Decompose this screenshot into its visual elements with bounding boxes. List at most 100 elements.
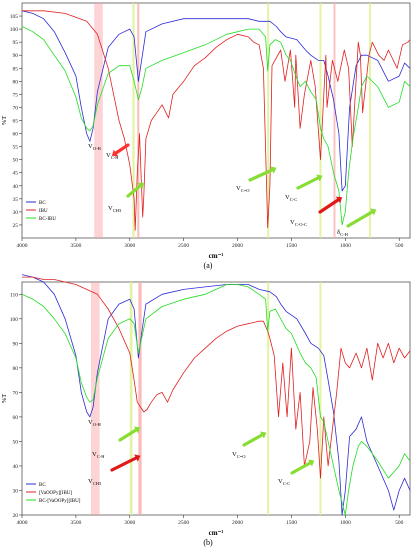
x-tick-label: 500	[395, 243, 404, 249]
x-tick-label: 3000	[124, 243, 135, 249]
annotation-arrowhead	[369, 208, 377, 216]
annotation-arrow	[346, 210, 374, 228]
series-line	[21, 10, 411, 192]
highlight-band	[267, 282, 270, 515]
y-tick-label: 85	[13, 66, 19, 72]
x-tick-label: 2500	[178, 243, 189, 249]
y-tick-label: 90	[13, 53, 19, 59]
y-tick-label: 80	[13, 366, 19, 372]
annotation-label: VCH3	[88, 478, 102, 486]
x-axis-label: cm⁻¹	[209, 529, 224, 537]
annotation-label: VO-H	[88, 143, 101, 151]
annotation-arrow	[118, 428, 138, 442]
x-tick-label: 2000	[232, 520, 243, 526]
series-line	[21, 284, 411, 516]
y-tick-label: 25	[13, 223, 19, 229]
y-tick-label: 20	[13, 513, 19, 519]
highlight-band	[333, 3, 336, 238]
annotation-label: VC-H	[92, 451, 105, 459]
series-line	[21, 274, 411, 516]
annotation-label: VC-C	[278, 478, 290, 486]
annotation-arrow	[248, 168, 274, 182]
annotation-arrow	[296, 176, 320, 190]
x-tick-label: 2500	[178, 520, 189, 526]
y-tick-label: 60	[13, 415, 19, 421]
y-tick-label: 105	[10, 14, 19, 20]
x-tick-label: 2000	[232, 243, 243, 249]
annotation-label: VO-H	[88, 419, 101, 427]
x-tick-label: 3500	[70, 243, 81, 249]
highlight-band	[137, 3, 140, 238]
y-tick-label: 65	[13, 119, 19, 125]
highlight-band	[369, 3, 372, 238]
panel-a: 4000 3500 3000 2500 2000 1500 1000 500 25 30 35 40 4…	[1, 2, 411, 260]
annotation-arrow	[242, 433, 264, 447]
y-tick-label: 30	[13, 210, 19, 216]
annotation-arrowhead	[335, 196, 343, 204]
highlight-band	[267, 3, 270, 238]
panel-b: 4000 3500 3000 2500 2000 1500 1000 500 20 30 40 50 6…	[1, 274, 411, 537]
annotation-label: VC-C	[285, 194, 297, 202]
annotation-arrowhead	[133, 426, 141, 434]
x-tick-label: 1000	[340, 243, 351, 249]
y-tick-label: 55	[13, 145, 19, 151]
y-tick-label: 80	[13, 79, 19, 85]
highlight-band	[319, 282, 322, 515]
highlight-band	[94, 3, 103, 238]
y-tick-label: 60	[13, 132, 19, 138]
annotation-label: VC=O	[236, 185, 250, 193]
y-tick-label: 50	[13, 158, 19, 164]
highlight-band	[319, 3, 322, 238]
x-tick-label: 500	[395, 520, 404, 526]
annotation-arrow	[110, 456, 138, 472]
annotation-label: δC-H	[337, 229, 349, 237]
y-tick-label: 70	[13, 105, 19, 111]
annotation-arrowhead	[308, 459, 315, 467]
x-tick-label: 4000	[17, 520, 28, 526]
x-tick-label: 3000	[124, 520, 135, 526]
y-tick-label: 35	[13, 197, 19, 203]
legend-label: BC	[39, 201, 46, 206]
annotation-arrowhead	[137, 182, 144, 190]
legend-label: IBU	[39, 209, 48, 214]
x-tick-label: 3500	[70, 520, 81, 526]
annotation-arrowhead	[111, 149, 119, 157]
series-line	[21, 26, 411, 226]
y-axis-label: %T	[1, 116, 8, 125]
series-line	[22, 10, 411, 231]
panel-label-b: (b)	[203, 538, 213, 547]
y-tick-label: 75	[13, 92, 19, 98]
x-axis-label: cm⁻¹	[209, 252, 224, 260]
y-tick-label: 100	[10, 317, 19, 323]
x-tick-label: 1500	[286, 243, 297, 249]
y-tick-label: 95	[13, 40, 19, 46]
annotation-arrowhead	[260, 431, 267, 439]
highlight-band	[138, 282, 142, 515]
highlight-band	[132, 3, 135, 238]
y-tick-label: 90	[13, 341, 19, 347]
y-tick-label: 30	[13, 488, 19, 494]
y-tick-label: 40	[13, 184, 19, 190]
x-tick-label: 1500	[286, 520, 297, 526]
y-tick-label: 40	[13, 464, 19, 470]
annotation-label: VC-H	[106, 152, 119, 160]
annotation-label: VC=O	[232, 451, 246, 459]
y-tick-label: 100	[10, 27, 19, 33]
legend-label: BC	[39, 483, 46, 488]
annotation-arrow	[126, 184, 142, 198]
plot-frame	[21, 281, 411, 516]
series-line	[22, 276, 411, 479]
annotation-arrowhead	[270, 166, 277, 174]
annotation-arrowhead	[316, 174, 323, 182]
annotation-label: VC-O-C	[290, 219, 307, 227]
y-tick-label: 110	[10, 292, 18, 298]
annotation-arrowhead	[134, 454, 141, 462]
y-tick-label: 70	[13, 390, 19, 396]
x-tick-label: 1000	[340, 520, 351, 526]
legend-label: BC-IBU	[39, 217, 56, 222]
panel-label-a: (a)	[204, 261, 213, 270]
y-tick-label: 45	[13, 171, 19, 177]
y-tick-label: 50	[13, 439, 19, 445]
highlight-band	[90, 282, 100, 515]
